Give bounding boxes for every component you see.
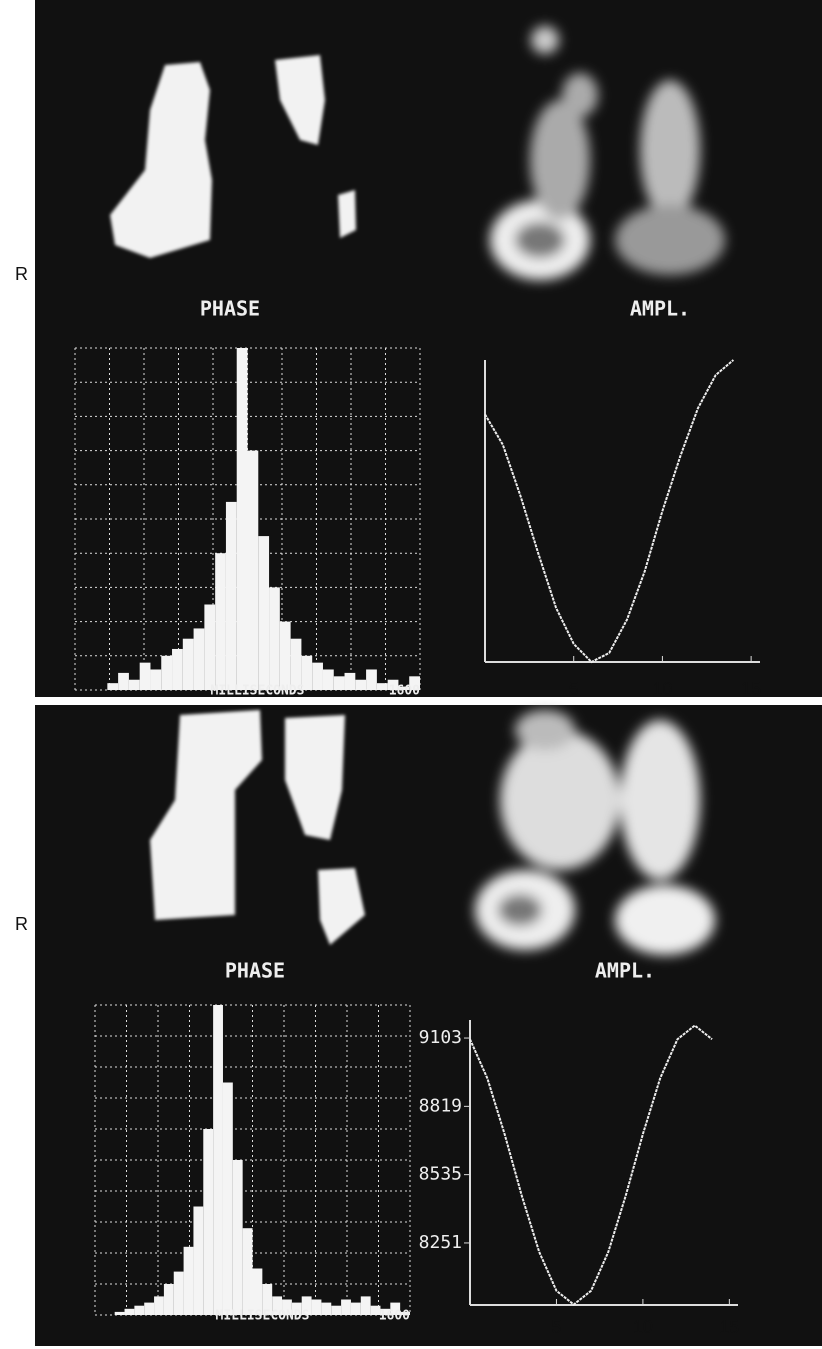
histogram-bar: [172, 649, 183, 690]
histogram-bar: [204, 605, 215, 691]
histogram-bar: [248, 451, 259, 690]
ampl-label: AMPL.: [595, 959, 655, 983]
histogram-bar: [154, 1296, 164, 1315]
x-tick-label: 5: [551, 1317, 561, 1337]
x-tick-label: 5: [569, 679, 579, 699]
x-tick-label: 10: [652, 679, 672, 699]
histogram-bar: [125, 1309, 135, 1315]
histogram-bar: [377, 683, 388, 690]
histogram-bar: [129, 680, 140, 690]
histogram-bar: [226, 502, 237, 690]
histogram-bar: [213, 1005, 223, 1315]
y-tick-label: 9103: [419, 1027, 462, 1048]
histogram-bar: [174, 1272, 184, 1315]
histogram-bar: [161, 656, 172, 690]
histogram-bar: [351, 1303, 361, 1315]
histogram-bar: [323, 669, 334, 690]
histogram-bar: [312, 663, 323, 690]
histogram-bar: [193, 1207, 203, 1316]
y-tick-label: 8535: [419, 1164, 462, 1185]
histogram-bar: [233, 1160, 243, 1315]
histogram-bar: [203, 1129, 213, 1315]
histogram-bar: [355, 680, 366, 690]
ampl-label: AMPL.: [630, 297, 690, 321]
y-tick-label: 8251: [419, 1232, 462, 1253]
x-tick-label: 1600: [389, 684, 420, 699]
x-axis-label: MILLISECONDS: [211, 684, 305, 699]
histogram-bar: [183, 639, 194, 690]
histogram-bar: [334, 676, 345, 690]
figure: R PHASE AMPL. MILLISECONDS 1600 5 10 15 R PHASE AM…: [0, 0, 822, 1349]
histogram-bar: [280, 622, 291, 690]
histogram-bar: [118, 673, 129, 690]
histogram-bar: [223, 1083, 233, 1316]
phase-label: PHASE: [225, 959, 285, 983]
histogram-bar: [237, 348, 248, 690]
histogram-bar: [341, 1300, 351, 1316]
y-tick-label: 8819: [419, 1095, 462, 1116]
histogram-bar: [144, 1303, 154, 1315]
histogram-bar: [115, 1312, 125, 1315]
histogram-bar: [194, 628, 205, 690]
x-tick-label: 10: [633, 1317, 653, 1337]
histogram-bar: [291, 639, 302, 690]
histogram-bar: [150, 669, 161, 690]
histogram-bar: [134, 1306, 144, 1315]
histogram-bar: [243, 1228, 253, 1315]
histogram-bar: [366, 669, 377, 690]
histogram-bar: [184, 1247, 194, 1315]
x-tick-label: 15: [719, 1317, 739, 1337]
histogram-bar: [321, 1303, 331, 1315]
side-label: R: [15, 264, 28, 284]
phase-label: PHASE: [200, 297, 260, 321]
histogram-bar: [215, 553, 226, 690]
histogram-bar: [312, 1300, 322, 1316]
histogram-bar: [140, 663, 151, 690]
x-axis-label: MILLISECONDS: [216, 1309, 310, 1324]
histogram-bar: [107, 683, 118, 690]
histogram-bar: [345, 673, 356, 690]
x-tick-label: 15: [741, 679, 761, 699]
side-label: R: [15, 914, 28, 934]
x-tick-label: 1600: [379, 1309, 410, 1324]
histogram-bar: [164, 1284, 174, 1315]
histogram-bar: [331, 1306, 341, 1315]
histogram-bar: [269, 587, 280, 690]
histogram-bar: [361, 1296, 371, 1315]
histogram-bar: [258, 536, 269, 690]
